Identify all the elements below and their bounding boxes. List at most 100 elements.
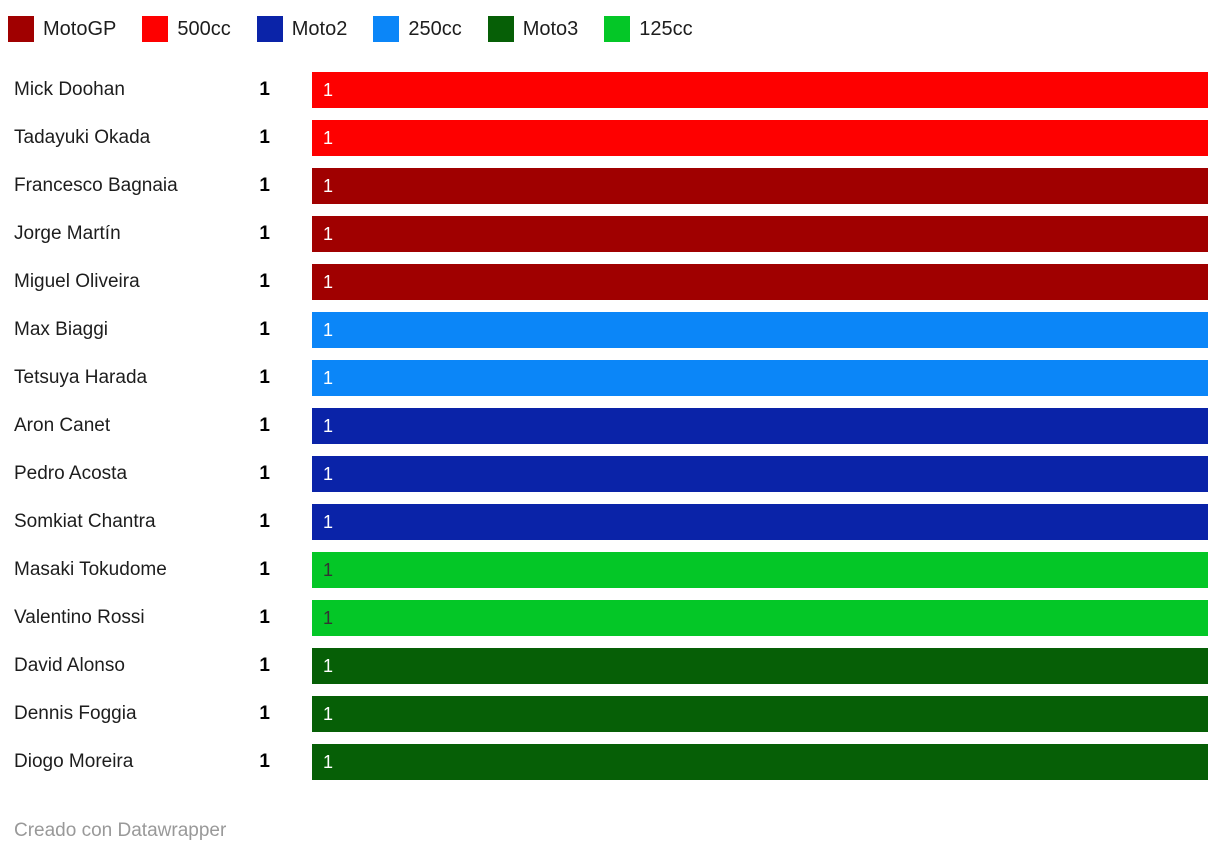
- bar-value-label: 1: [323, 703, 334, 724]
- bar-motogp: 1: [312, 216, 1208, 252]
- bar-cell: 1: [312, 552, 1208, 588]
- table-row: Tetsuya Harada 1 1: [0, 354, 1220, 402]
- bar-cell: 1: [312, 312, 1208, 348]
- rider-value-label: 1: [259, 127, 270, 148]
- rider-value-label: 1: [259, 655, 270, 676]
- table-row: Mick Doohan 1 1: [0, 66, 1220, 114]
- rider-name-label: Miguel Oliveira: [14, 271, 140, 292]
- legend-label: Moto2: [291, 17, 348, 40]
- legend-label: MotoGP: [43, 17, 117, 40]
- rider-value-label: 1: [259, 703, 270, 724]
- legend-label: 125cc: [639, 17, 693, 40]
- legend-swatch-icon: [142, 16, 169, 42]
- legend-swatch-icon: [373, 16, 400, 42]
- legend-item-500cc: 500cc: [142, 16, 231, 42]
- rider-value-label: 1: [259, 271, 270, 292]
- rider-name-label: Tetsuya Harada: [14, 367, 148, 388]
- bar-value-label: 1: [323, 79, 334, 100]
- rider-name-label: Francesco Bagnaia: [14, 175, 178, 196]
- legend-swatch-icon: [604, 16, 631, 42]
- rider-value-label: 1: [259, 607, 270, 628]
- table-row: Somkiat Chantra 1 1: [0, 498, 1220, 546]
- rider-value-label: 1: [259, 319, 270, 340]
- rider-name-label: David Alonso: [14, 655, 125, 676]
- bar-value-label: 1: [323, 607, 334, 628]
- legend-swatch-icon: [487, 16, 514, 42]
- bar-cell: 1: [312, 216, 1208, 252]
- rider-name-label: Aron Canet: [14, 415, 111, 436]
- legend-item-250cc: 250cc: [373, 16, 462, 42]
- table-row: Jorge Martín 1 1: [0, 210, 1220, 258]
- bar-value-label: 1: [323, 415, 334, 436]
- bar-125cc: 1: [312, 552, 1208, 588]
- rider-name-label: Jorge Martín: [14, 223, 121, 244]
- bar-value-label: 1: [323, 751, 334, 772]
- rider-name-label: Max Biaggi: [14, 319, 108, 340]
- bar-cell: 1: [312, 648, 1208, 684]
- bar-motogp: 1: [312, 168, 1208, 204]
- bar-value-label: 1: [323, 175, 334, 196]
- bar-250cc: 1: [312, 312, 1208, 348]
- bar-value-label: 1: [323, 223, 334, 244]
- bar-value-label: 1: [323, 319, 334, 340]
- table-row: Valentino Rossi 1 1: [0, 594, 1220, 642]
- table-row: Masaki Tokudome 1 1: [0, 546, 1220, 594]
- bar-cell: 1: [312, 744, 1208, 780]
- rider-value-label: 1: [259, 511, 270, 532]
- table-row: Aron Canet 1 1: [0, 402, 1220, 450]
- rider-value-label: 1: [259, 223, 270, 244]
- bar-cell: 1: [312, 504, 1208, 540]
- rider-value-label: 1: [259, 367, 270, 388]
- legend-item-motogp: MotoGP: [8, 16, 116, 42]
- bar-500cc: 1: [312, 120, 1208, 156]
- bar-cell: 1: [312, 408, 1208, 444]
- table-row: Tadayuki Okada 1 1: [0, 114, 1220, 162]
- rider-name-label: Pedro Acosta: [14, 463, 128, 484]
- rider-name-label: Tadayuki Okada: [14, 127, 151, 148]
- table-row: Diogo Moreira 1 1: [0, 738, 1220, 786]
- rider-value-label: 1: [259, 175, 270, 196]
- bar-moto3: 1: [312, 696, 1208, 732]
- bar-value-label: 1: [323, 511, 334, 532]
- rider-value-label: 1: [259, 559, 270, 580]
- rider-name-label: Dennis Foggia: [14, 703, 137, 724]
- table-row: Dennis Foggia 1 1: [0, 690, 1220, 738]
- rider-name-label: Diogo Moreira: [14, 751, 134, 772]
- bar-cell: 1: [312, 600, 1208, 636]
- rider-name-label: Somkiat Chantra: [14, 511, 156, 532]
- rider-name-label: Mick Doohan: [14, 79, 125, 100]
- bar-value-label: 1: [323, 655, 334, 676]
- table-row: David Alonso 1 1: [0, 642, 1220, 690]
- chart-legend: MotoGP 500cc Moto2 250cc Moto3 125cc: [0, 0, 1220, 44]
- bar-cell: 1: [312, 72, 1208, 108]
- bar-motogp: 1: [312, 264, 1208, 300]
- table-row: Max Biaggi 1 1: [0, 306, 1220, 354]
- bar-value-label: 1: [323, 367, 334, 388]
- bar-value-label: 1: [323, 271, 334, 292]
- bar-moto2: 1: [312, 408, 1208, 444]
- rider-value-label: 1: [259, 463, 270, 484]
- bar-value-label: 1: [323, 463, 334, 484]
- rider-value-label: 1: [259, 415, 270, 436]
- bar-cell: 1: [312, 120, 1208, 156]
- bar-value-label: 1: [323, 127, 334, 148]
- rider-name-label: Valentino Rossi: [14, 607, 145, 628]
- bar-chart-rows: Mick Doohan 1 1 Tadayuki Okada 1 1 Francesco B…: [0, 66, 1220, 786]
- legend-label: 500cc: [177, 17, 231, 40]
- rider-value-label: 1: [259, 79, 270, 100]
- chart-footer: Creado con Datawrapper: [0, 820, 1220, 842]
- bar-value-label: 1: [323, 559, 334, 580]
- bar-moto3: 1: [312, 744, 1208, 780]
- legend-label: 250cc: [408, 17, 462, 40]
- table-row: Pedro Acosta 1 1: [0, 450, 1220, 498]
- legend-item-moto2: Moto2: [256, 16, 348, 42]
- legend-swatch-icon: [8, 16, 34, 42]
- bar-125cc: 1: [312, 600, 1208, 636]
- rider-name-label: Masaki Tokudome: [14, 559, 167, 580]
- bar-cell: 1: [312, 168, 1208, 204]
- rider-value-label: 1: [259, 751, 270, 772]
- legend-item-125cc: 125cc: [604, 16, 693, 42]
- datawrapper-credit: Creado con Datawrapper: [14, 820, 227, 841]
- legend-label: Moto3: [522, 17, 579, 40]
- bar-moto2: 1: [312, 504, 1208, 540]
